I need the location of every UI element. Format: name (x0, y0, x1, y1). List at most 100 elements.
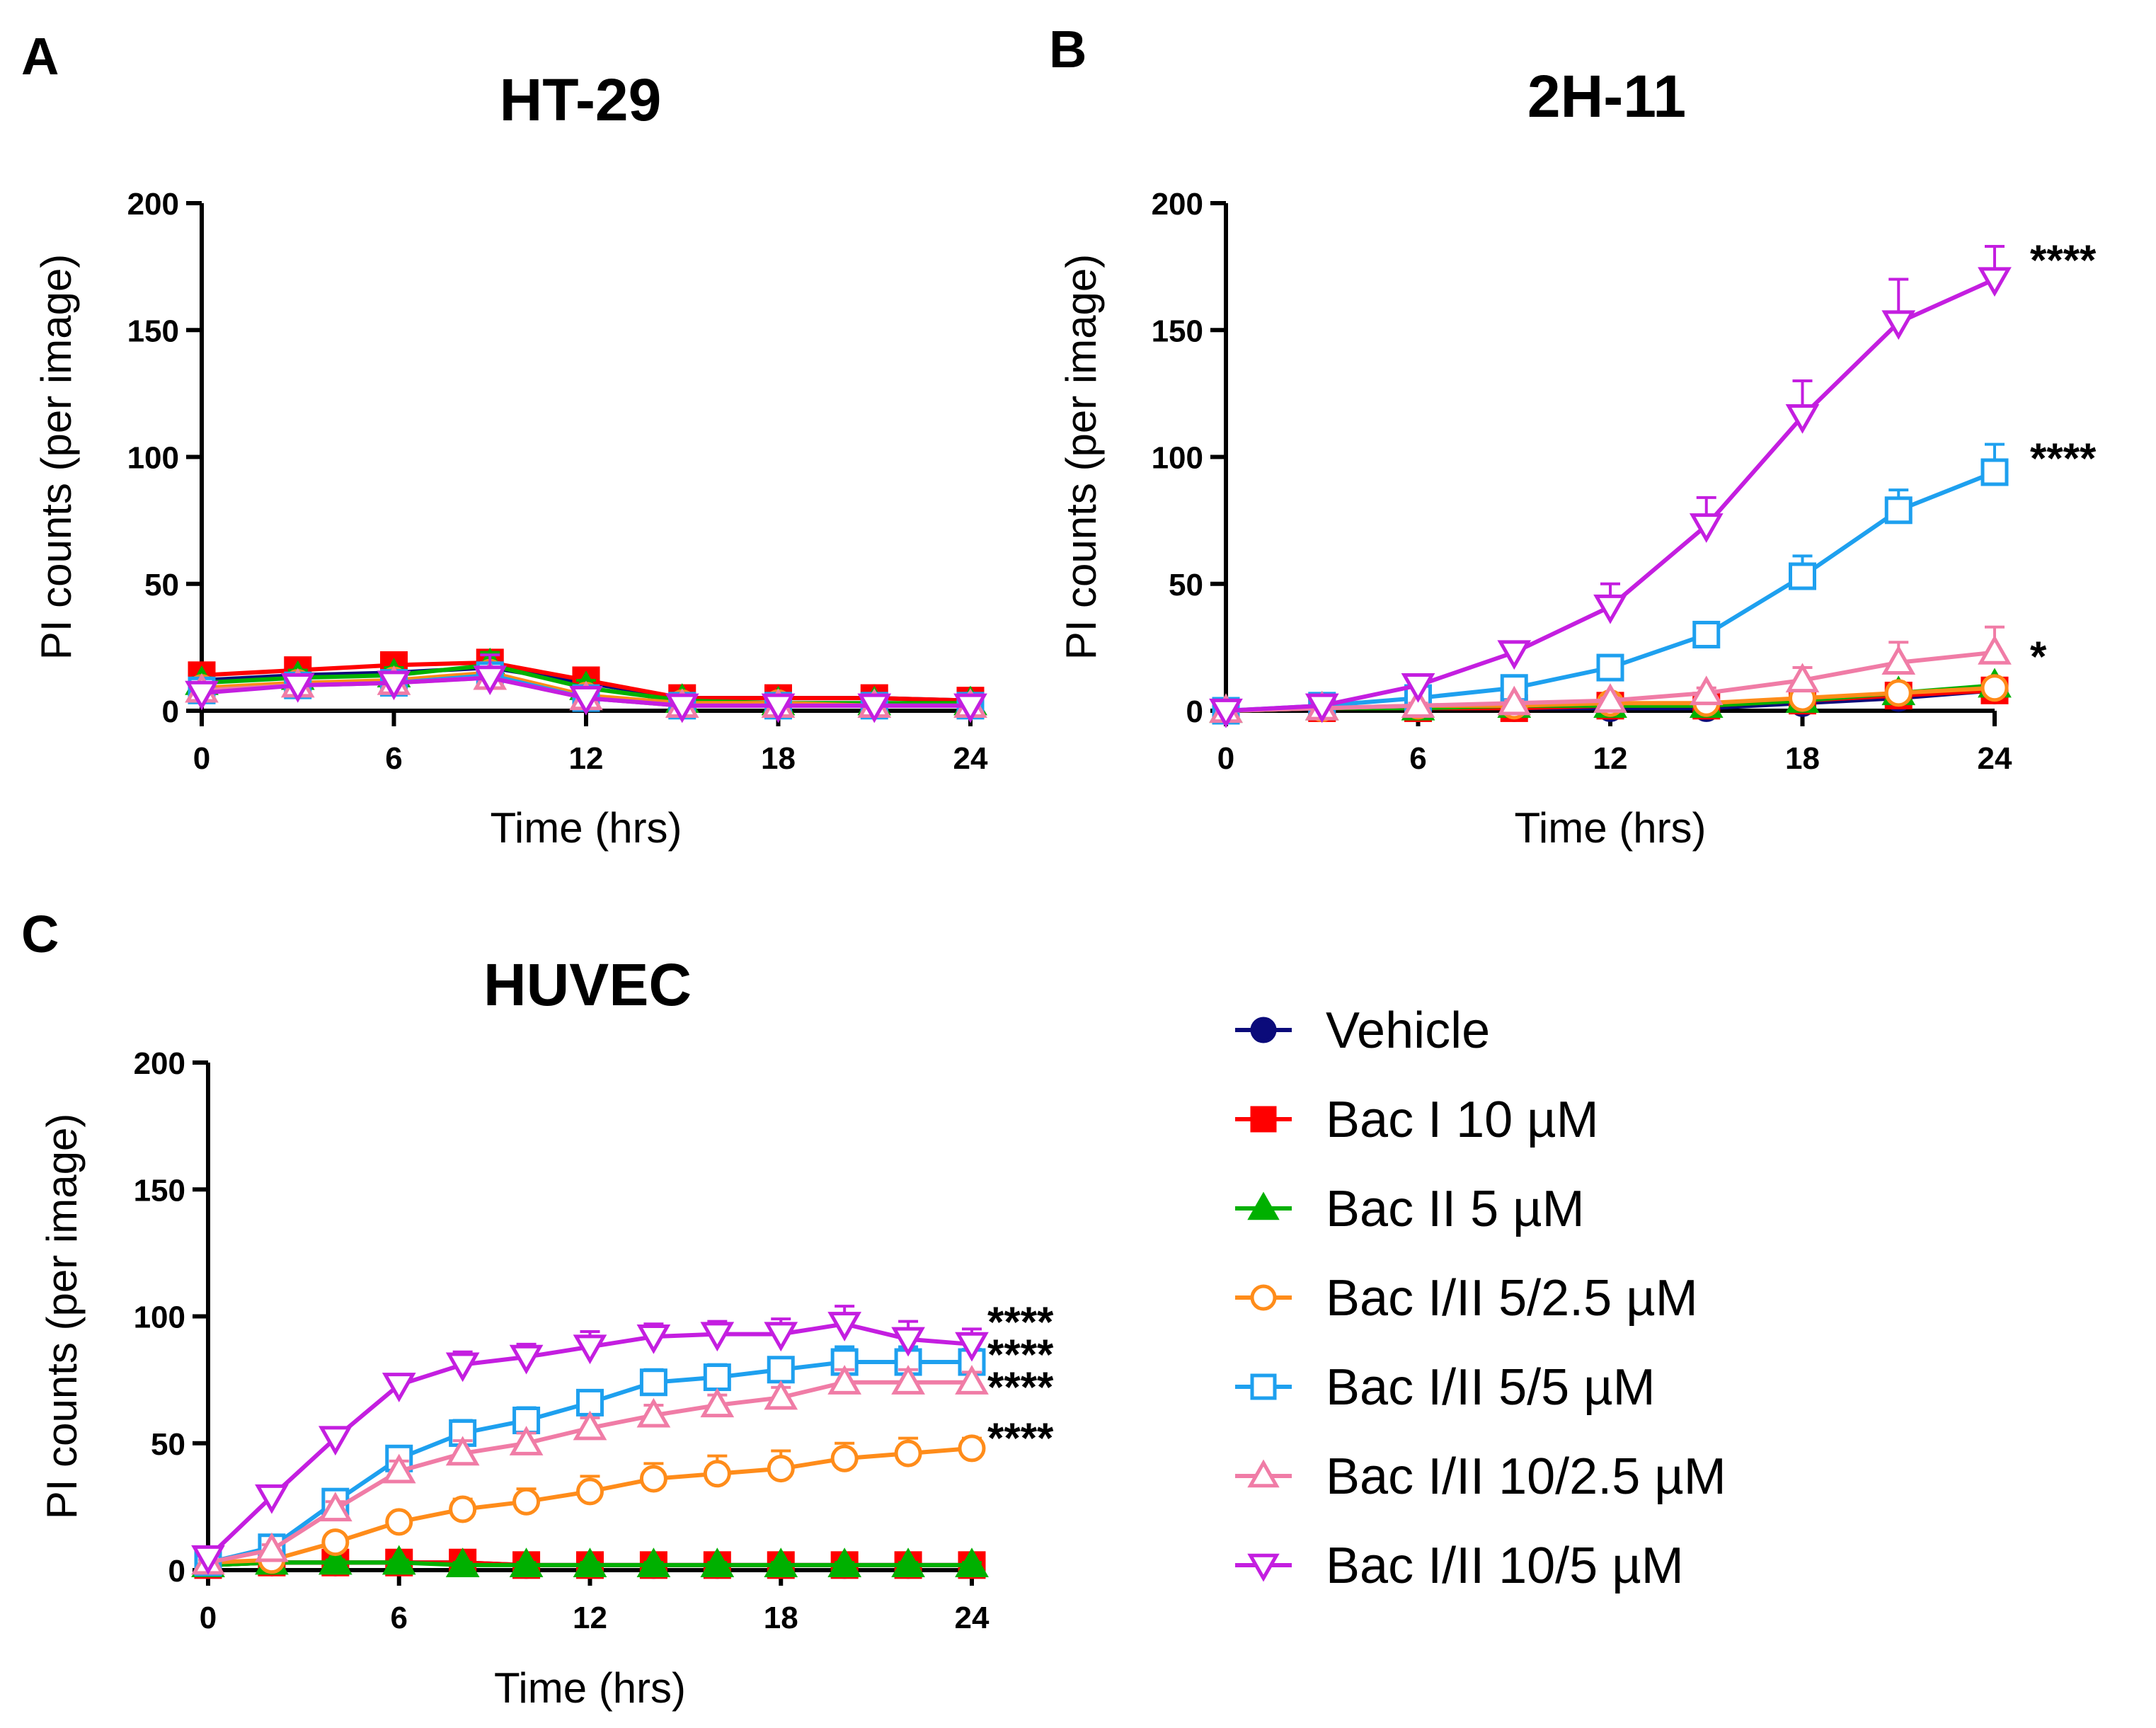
data-point (1401, 688, 1435, 718)
data-point (1593, 683, 1627, 713)
chart-title: HT-29 (500, 67, 662, 133)
legend-marker (1250, 1373, 1277, 1400)
data-point (573, 1334, 607, 1365)
x-tick-label: 0 (193, 741, 210, 776)
y-tick-label: 50 (144, 568, 179, 602)
data-point (1305, 693, 1339, 723)
y-axis-label: PI counts (per image) (33, 254, 80, 660)
x-tick-label: 24 (953, 741, 988, 776)
data-point (636, 1324, 671, 1354)
data-point (830, 1444, 859, 1472)
data-point (449, 1495, 477, 1523)
data-point (576, 1388, 604, 1417)
significance-label: **** (987, 1414, 1054, 1462)
chart-panel-b: B 2H-11 0 50 100 150 200 0 6 12 18 24 Time (hrs) PI c… (1049, 20, 2097, 852)
data-point (445, 1436, 480, 1466)
chart-title: 2H-11 (1527, 63, 1686, 130)
data-point (509, 1344, 544, 1375)
x-tick-label: 0 (1217, 741, 1234, 776)
legend-item-bac-ii-5-um: Bac II 5 µM (1235, 1181, 1585, 1237)
y-tick-label: 0 (168, 1554, 185, 1589)
legend-item-bac-i-ii-5-5-um: Bac I/II 5/5 µM (1235, 1359, 1656, 1416)
data-point (1689, 675, 1724, 706)
y-tick-label: 100 (134, 1300, 185, 1335)
legend-marker (1250, 1284, 1277, 1311)
significance-label: **** (987, 1298, 1054, 1346)
data-point (1497, 685, 1532, 716)
data-point (1785, 404, 1820, 434)
data-point (894, 1439, 922, 1467)
data-point (573, 1410, 607, 1441)
chart-panel-a: A HT-29 0 50 100 150 200 0 6 12 18 24 Time (hrs) PI c… (21, 27, 988, 852)
x-tick-label: 18 (761, 741, 796, 776)
data-point (509, 1426, 544, 1455)
series-line (1225, 277, 1996, 713)
y-tick-label: 50 (151, 1427, 185, 1462)
data-point (700, 1387, 735, 1418)
x-tick-label: 6 (1409, 741, 1426, 776)
panel-letter: C (21, 905, 59, 963)
data-point (382, 1373, 416, 1402)
y-tick-label: 0 (162, 694, 179, 729)
data-point (1593, 594, 1627, 624)
data-point (569, 685, 603, 716)
x-tick-label: 6 (391, 1601, 408, 1635)
legend: Vehicle Bac I 10 µM Bac II 5 µM Bac I/II 5/… (1235, 1002, 1726, 1594)
data-point (703, 1460, 731, 1488)
data-point (1209, 698, 1243, 728)
legend-label: Bac I/II 5/5 µM (1326, 1359, 1656, 1416)
data-point (385, 1508, 413, 1536)
data-point (255, 1484, 289, 1514)
y-tick-label: 150 (127, 314, 179, 348)
series-bac-i-ii-10-5-um (191, 1305, 989, 1575)
y-axis-label: PI counts (per image) (1057, 254, 1105, 660)
significance-label: **** (2030, 435, 2097, 482)
y-tick-label: 100 (1152, 441, 1203, 476)
x-tick-label: 12 (569, 741, 604, 776)
data-point (639, 1465, 667, 1493)
legend-label: Bac I/II 10/2.5 µM (1326, 1448, 1726, 1505)
data-point (512, 1487, 541, 1516)
series-bac-i-ii-5-2-5-um (194, 1434, 986, 1577)
data-point (191, 1545, 225, 1575)
data-point (953, 693, 987, 723)
data-point (576, 1477, 604, 1506)
data-point (955, 1547, 989, 1577)
data-point (280, 673, 315, 703)
y-tick-label: 0 (1186, 694, 1203, 729)
legend-marker (1250, 1017, 1277, 1043)
y-tick-label: 200 (127, 187, 179, 222)
data-point (1596, 653, 1624, 682)
x-axis-label: Time (hrs) (490, 804, 682, 852)
data-point (764, 1380, 798, 1410)
panel-letter: B (1049, 20, 1086, 79)
data-point (958, 1434, 986, 1463)
legend-item-bac-i-ii-5-2-5-um: Bac I/II 5/2.5 µM (1235, 1270, 1698, 1327)
data-point (1978, 634, 2012, 665)
data-point (700, 1322, 735, 1352)
data-point (636, 1397, 671, 1428)
data-point (318, 1492, 352, 1522)
y-tick-label: 150 (134, 1173, 185, 1208)
legend-marker (1247, 1459, 1280, 1488)
data-point (891, 1327, 925, 1357)
chart-title: HUVEC (483, 951, 692, 1018)
data-point (767, 1356, 795, 1384)
x-tick-label: 12 (573, 1601, 607, 1635)
legend-marker (1247, 1553, 1280, 1582)
legend-label: Bac I/II 5/2.5 µM (1326, 1270, 1698, 1327)
data-point (1785, 663, 1820, 693)
data-point (1689, 513, 1724, 543)
data-point (827, 1365, 862, 1395)
y-tick-label: 100 (127, 441, 179, 476)
data-point (891, 1547, 925, 1577)
y-axis-label: PI counts (per image) (38, 1114, 86, 1520)
data-point (185, 680, 219, 711)
x-tick-label: 24 (1978, 741, 2012, 776)
x-tick-label: 18 (764, 1601, 798, 1635)
y-tick-label: 50 (1169, 568, 1203, 602)
data-point (761, 693, 796, 723)
x-axis-label: Time (hrs) (1514, 804, 1706, 852)
legend-item-bac-i-ii-10-5-um: Bac I/II 10/5 µM (1235, 1538, 1684, 1594)
